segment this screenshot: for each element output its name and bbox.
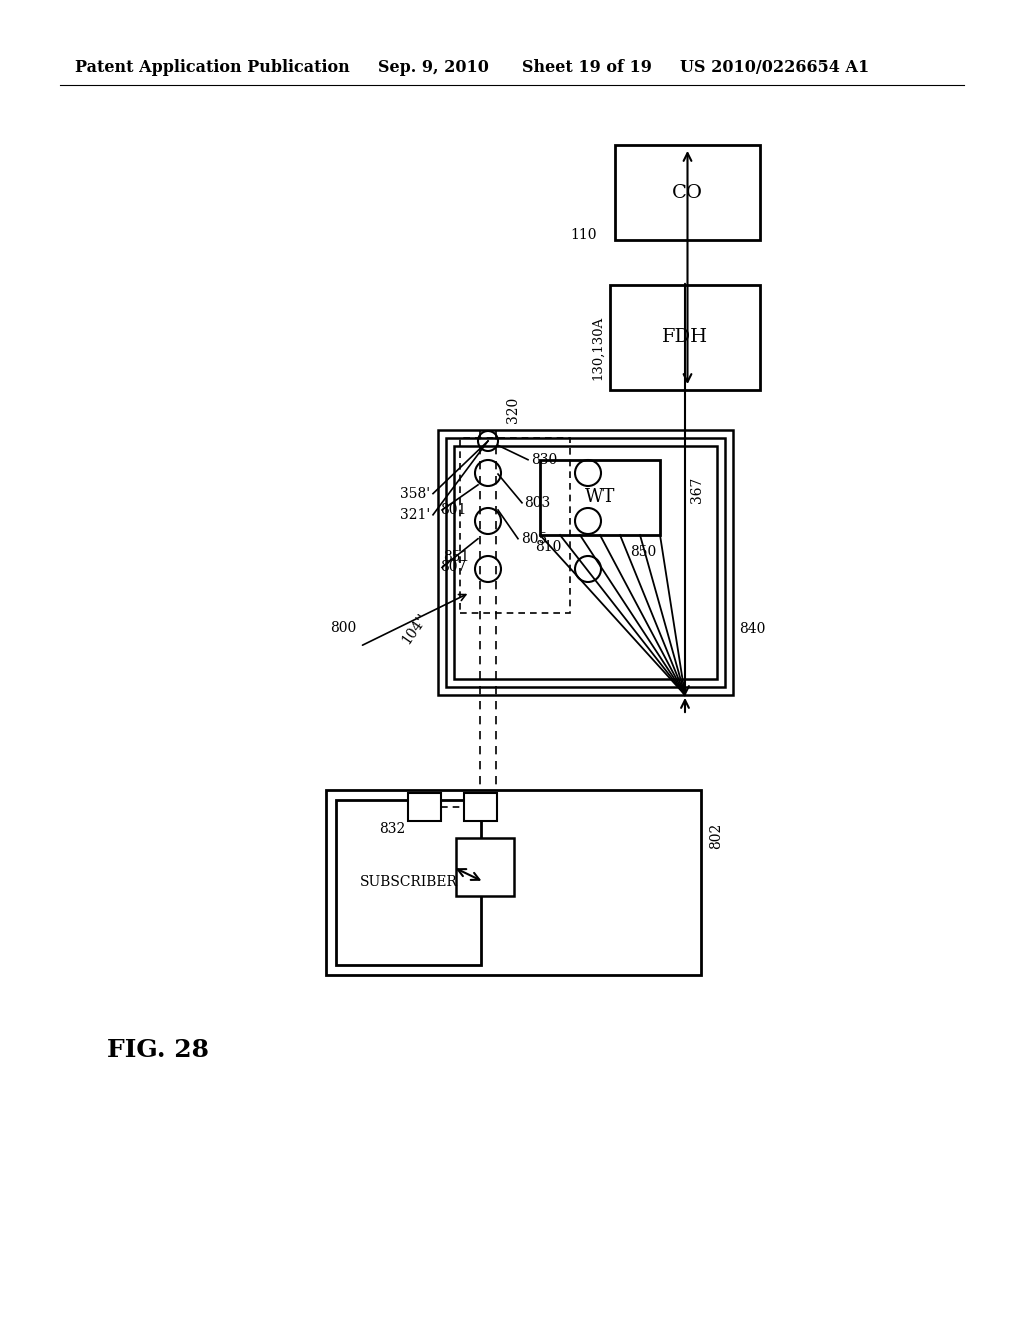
Text: Sep. 9, 2010: Sep. 9, 2010 [378,59,488,77]
Text: 320: 320 [506,397,520,424]
Bar [336,800,481,965]
Bar [438,430,733,696]
Text: 801: 801 [440,503,466,517]
Text: Sheet 19 of 19: Sheet 19 of 19 [522,59,652,77]
Text: 850: 850 [630,545,656,558]
Text: 807: 807 [440,561,466,574]
Bar [610,285,760,389]
Text: FIG. 28: FIG. 28 [106,1038,209,1063]
Bar [408,793,441,821]
Bar [460,438,570,612]
Bar [464,793,497,821]
Text: WT: WT [585,488,615,507]
Text: 810: 810 [535,540,561,554]
Text: 110: 110 [570,228,597,242]
Text: 803: 803 [524,496,550,510]
Text: 358': 358' [400,487,430,500]
Text: US 2010/0226654 A1: US 2010/0226654 A1 [680,59,869,77]
Text: 104'': 104'' [399,611,430,647]
Text: 851: 851 [443,550,469,564]
Bar [446,438,725,686]
Text: 321': 321' [399,508,430,521]
Bar [456,838,514,896]
Bar [454,446,717,678]
Bar [615,145,760,240]
Text: SUBSCRIBER: SUBSCRIBER [359,875,458,890]
Text: 130,130A: 130,130A [592,315,604,380]
Text: 832: 832 [379,822,406,836]
Text: Patent Application Publication: Patent Application Publication [75,59,350,77]
Text: CO: CO [672,183,703,202]
Text: FDH: FDH [662,329,708,346]
Text: 830: 830 [531,453,557,467]
Text: 840: 840 [739,622,765,636]
Text: 802: 802 [709,824,723,849]
Text: 367: 367 [690,477,705,503]
Bar [540,459,660,535]
Bar [326,789,701,975]
Text: 800: 800 [330,622,356,635]
Text: 805: 805 [521,532,547,545]
